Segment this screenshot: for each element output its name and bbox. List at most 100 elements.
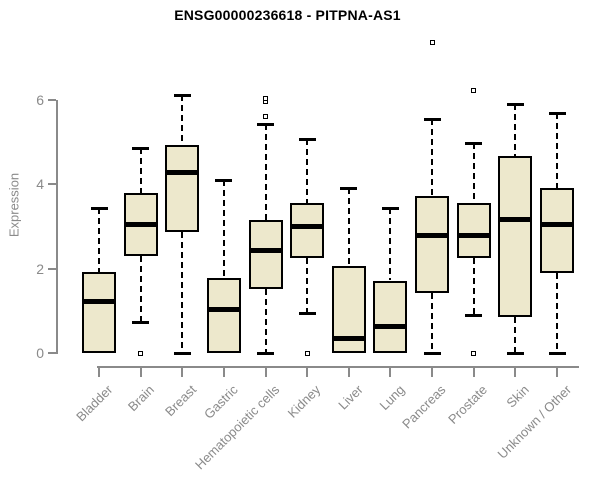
x-tick-label-gastric: Gastric: [200, 382, 241, 422]
median-brain: [123, 221, 158, 227]
median-skin: [498, 216, 533, 222]
box-unknown-other: [540, 188, 575, 274]
upper-whisker-bladder: [98, 208, 100, 273]
lower-whisker-prostate: [472, 258, 475, 316]
x-tick-brain: [139, 366, 142, 377]
y-tick: [48, 267, 56, 270]
x-tick-prostate: [472, 366, 475, 377]
lower-whisker-skin: [514, 317, 517, 353]
median-kidney: [290, 223, 325, 229]
upper-whisker-cap-lung: [381, 207, 399, 211]
x-tick-lung: [389, 366, 392, 377]
box-pancreas: [415, 196, 450, 293]
median-prostate: [456, 233, 491, 239]
box-breast: [165, 144, 200, 233]
x-tick-skin: [514, 366, 517, 377]
x-tick-label-breast: Breast: [161, 382, 199, 420]
outlier-prostate: [471, 88, 477, 94]
upper-whisker-cap-unknown-other: [548, 111, 566, 115]
outlier-pancreas: [429, 40, 435, 46]
median-breast: [165, 169, 200, 175]
upper-whisker-cap-bladder: [90, 207, 108, 211]
x-axis-line: [97, 366, 579, 368]
x-tick-pancreas: [431, 366, 434, 377]
box-gastric: [206, 278, 241, 353]
lower-whisker-cap-breast: [173, 351, 191, 355]
x-tick-kidney: [306, 366, 309, 377]
upper-whisker-cap-kidney: [298, 137, 316, 141]
upper-whisker-hematopoietic-cells: [264, 123, 267, 220]
upper-whisker-brain: [139, 147, 142, 193]
lower-whisker-unknown-other: [556, 273, 559, 353]
outlier-hematopoietic-cells: [263, 114, 269, 120]
upper-whisker-lung: [389, 208, 392, 281]
box-prostate: [456, 203, 491, 259]
upper-whisker-kidney: [306, 138, 309, 203]
outlier-prostate: [471, 350, 477, 356]
y-tick: [48, 183, 56, 186]
median-bladder: [82, 299, 116, 305]
lower-whisker-cap-pancreas: [423, 351, 441, 355]
lower-whisker-breast: [181, 232, 184, 353]
median-gastric: [206, 307, 241, 313]
outlier-kidney: [304, 350, 310, 356]
x-tick-label-brain: Brain: [125, 382, 158, 415]
lower-whisker-pancreas: [431, 292, 434, 353]
y-tick: [48, 99, 56, 102]
lower-whisker-cap-prostate: [465, 314, 483, 318]
box-bladder: [82, 272, 116, 353]
x-tick-bladder: [98, 366, 100, 377]
box-skin: [498, 156, 533, 318]
x-tick-label-liver: Liver: [334, 382, 366, 413]
box-kidney: [290, 202, 325, 258]
lower-whisker-brain: [139, 256, 142, 323]
y-tick: [48, 352, 56, 354]
upper-whisker-cap-breast: [173, 93, 191, 97]
upper-whisker-cap-liver: [340, 187, 358, 191]
x-tick-label-pancreas: Pancreas: [399, 382, 449, 432]
median-pancreas: [415, 233, 450, 239]
upper-whisker-cap-gastric: [215, 179, 233, 183]
upper-whisker-breast: [181, 94, 184, 145]
x-tick-label-lung: Lung: [376, 382, 408, 414]
x-tick-label-unknown-other: Unknown / Other: [494, 382, 574, 462]
upper-whisker-cap-hematopoietic-cells: [257, 122, 275, 126]
median-hematopoietic-cells: [248, 248, 283, 254]
x-tick-unknown-other: [556, 366, 559, 377]
x-tick-label-kidney: Kidney: [285, 382, 324, 421]
upper-whisker-cap-pancreas: [423, 118, 441, 122]
lower-whisker-cap-brain: [132, 321, 150, 325]
outlier-hematopoietic-cells: [263, 95, 269, 101]
lower-whisker-cap-hematopoietic-cells: [257, 351, 275, 355]
x-tick-label-bladder: Bladder: [73, 382, 116, 425]
upper-whisker-gastric: [222, 180, 225, 279]
x-tick-liver: [347, 366, 350, 377]
upper-whisker-pancreas: [431, 119, 434, 197]
box-lung: [373, 280, 408, 353]
x-tick-breast: [181, 366, 184, 377]
upper-whisker-cap-skin: [506, 102, 524, 106]
lower-whisker-cap-kidney: [298, 312, 316, 316]
upper-whisker-unknown-other: [556, 112, 559, 189]
lower-whisker-hematopoietic-cells: [264, 289, 267, 353]
upper-whisker-prostate: [472, 142, 475, 204]
x-tick-label-skin: Skin: [503, 382, 533, 411]
chart-title: ENSG00000236618 - PITPNA-AS1: [174, 7, 401, 23]
upper-whisker-liver: [347, 188, 350, 267]
y-tick-label-0: 0: [36, 345, 44, 361]
x-tick-hematopoietic-cells: [264, 366, 267, 377]
median-lung: [373, 324, 408, 330]
y-axis-line: [56, 100, 58, 354]
outlier-brain: [138, 350, 144, 356]
upper-whisker-cap-brain: [132, 146, 150, 150]
median-liver: [331, 335, 366, 341]
x-tick-label-prostate: Prostate: [445, 382, 491, 427]
x-tick-gastric: [222, 366, 225, 377]
lower-whisker-kidney: [306, 257, 309, 314]
lower-whisker-cap-skin: [506, 351, 524, 355]
y-tick-label-4: 4: [36, 176, 44, 193]
median-unknown-other: [540, 221, 575, 227]
y-tick-label-6: 6: [36, 92, 44, 109]
upper-whisker-skin: [514, 103, 517, 157]
